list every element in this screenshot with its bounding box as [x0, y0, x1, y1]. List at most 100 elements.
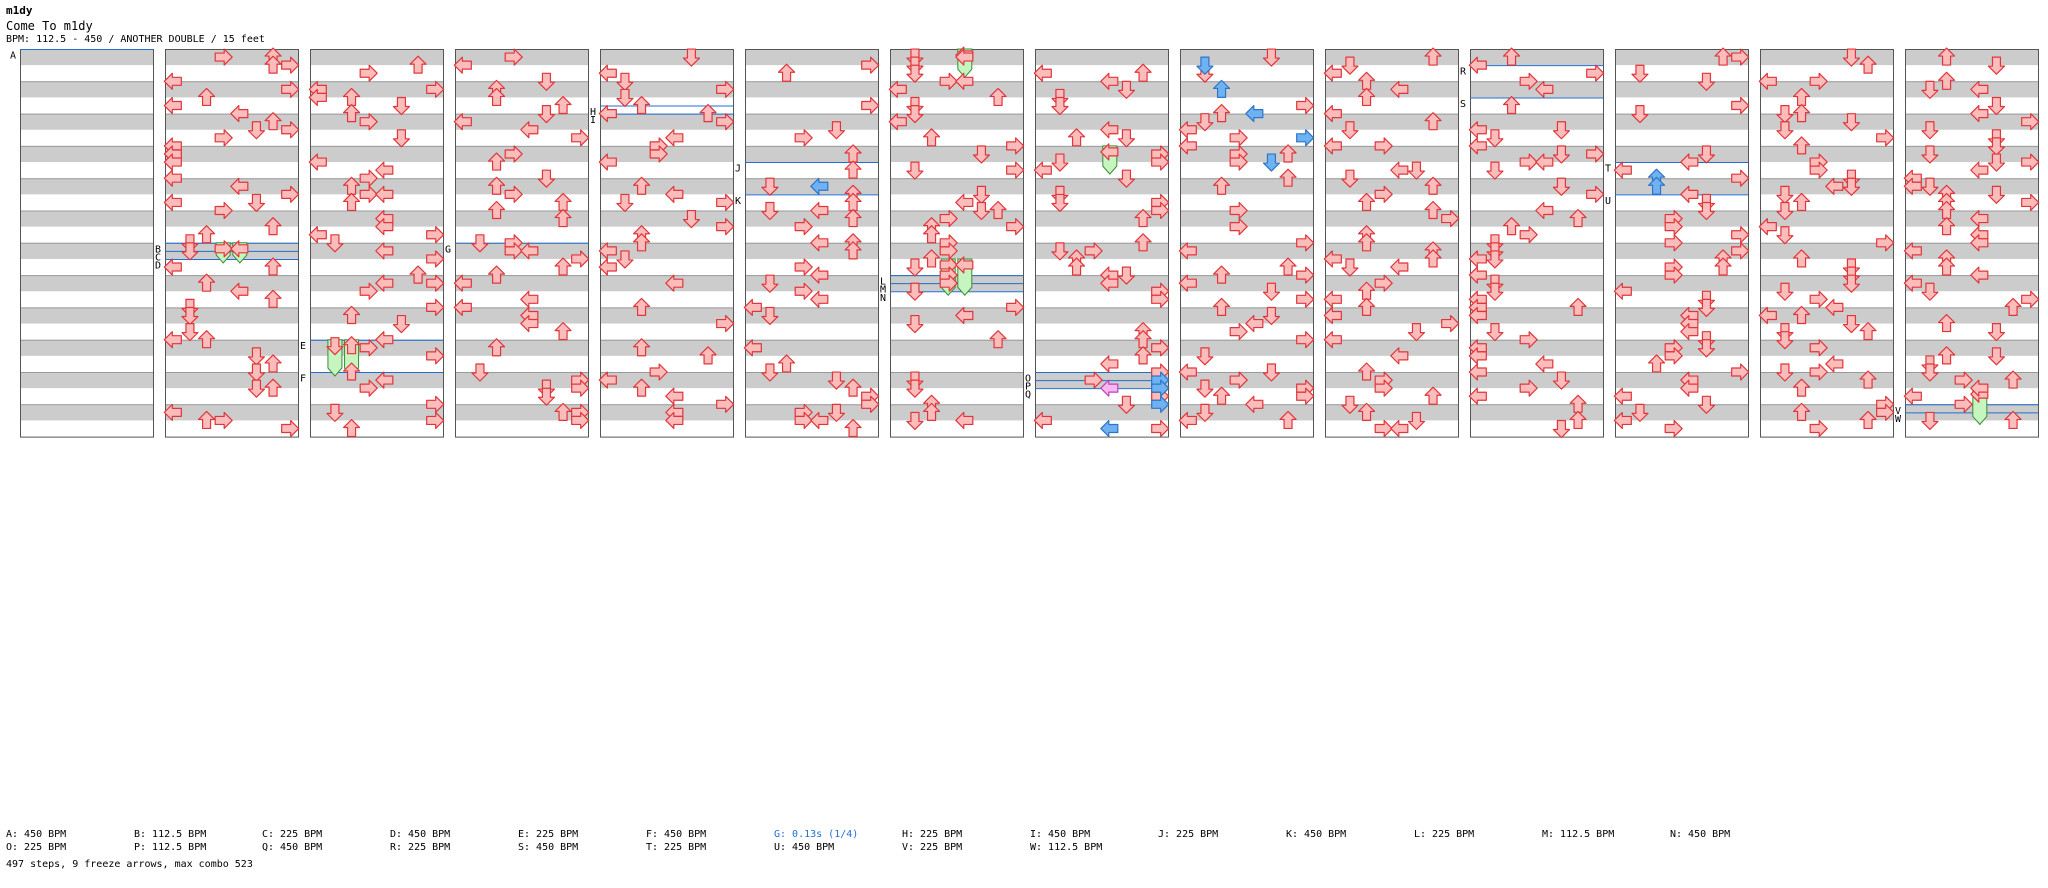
step-arrow: [1842, 48, 1861, 67]
shock-arrow: [1262, 153, 1281, 172]
step-arrow: [1859, 322, 1877, 341]
step-arrow: [1357, 192, 1376, 212]
step-arrow: [861, 395, 880, 413]
measure-stripe: [600, 372, 733, 389]
step-arrow: [1357, 402, 1376, 421]
measure-stripe: [165, 372, 298, 389]
chart-column: [600, 49, 734, 438]
step-arrow: [682, 209, 701, 229]
special-arrow: [1100, 379, 1119, 397]
step-arrow: [632, 378, 651, 397]
step-arrow: [409, 265, 427, 284]
step-arrow: [1051, 242, 1069, 261]
step-arrow: [392, 314, 411, 334]
chart-column: [1325, 49, 1459, 438]
step-arrow: [326, 234, 344, 253]
step-arrow: [342, 305, 361, 325]
measure-stripe: [165, 145, 298, 163]
step-arrow: [777, 354, 796, 373]
step-arrow: [989, 200, 1007, 220]
step-arrow: [537, 169, 556, 188]
step-arrow: [1519, 72, 1538, 90]
step-arrow: [598, 104, 617, 123]
measure-stripe: [745, 275, 878, 292]
measure-stripe: [20, 145, 153, 163]
step-arrow: [632, 95, 651, 115]
measure-stripe: [1035, 404, 1168, 421]
step-arrow: [1680, 323, 1699, 341]
legend-entry: A: 450 BPM: [6, 829, 67, 840]
step-arrow: [1296, 331, 1315, 349]
step-arrow: [1374, 274, 1393, 292]
step-arrow: [1468, 250, 1487, 268]
step-arrow: [308, 226, 327, 244]
measure-stripe: [600, 242, 733, 259]
measure-stripe: [1615, 49, 1748, 66]
step-arrow: [1903, 387, 1922, 405]
measure-stripe: [1905, 307, 2038, 324]
step-arrow: [230, 177, 249, 195]
step-arrow: [1758, 72, 1777, 90]
step-arrow: [1468, 306, 1487, 325]
step-arrow: [1196, 113, 1214, 132]
step-arrow: [861, 56, 880, 74]
step-arrow: [844, 208, 862, 228]
step-arrow: [1178, 242, 1197, 260]
step-arrow: [1876, 234, 1895, 252]
marker-label: S: [1460, 99, 1466, 110]
step-arrow: [616, 72, 634, 91]
step-arrow: [1714, 257, 1732, 276]
shock-arrow: [1245, 104, 1264, 123]
step-arrow: [1296, 290, 1315, 308]
step-arrow: [1502, 217, 1521, 236]
step-arrow: [1229, 201, 1248, 220]
step-arrow: [649, 363, 668, 381]
step-arrow: [1535, 201, 1554, 220]
measure-stripe: [600, 49, 733, 66]
step-arrow: [1468, 347, 1487, 365]
marker-label: B: [155, 244, 161, 255]
step-arrow: [1987, 153, 2006, 172]
step-arrow: [1552, 177, 1571, 196]
step-arrow: [1697, 145, 1716, 164]
step-arrow: [1117, 395, 1136, 414]
step-arrow: [972, 201, 991, 221]
step-arrow: [1390, 258, 1409, 276]
step-arrow: [1262, 306, 1281, 326]
step-arrow: [375, 274, 394, 292]
step-arrow: [214, 129, 233, 147]
step-arrow: [1357, 87, 1376, 107]
step-arrow: [1921, 177, 1939, 196]
step-arrow: [163, 258, 182, 276]
step-arrow: [504, 185, 523, 203]
step-arrow: [827, 371, 846, 390]
step-arrow: [520, 314, 539, 333]
legend-entry: G: 0.13s (1/4): [774, 829, 859, 840]
step-arrow: [598, 258, 617, 276]
step-arrow: [1937, 217, 1956, 236]
step-arrow: [1486, 282, 1504, 301]
chart-column: [745, 49, 879, 438]
step-arrow: [375, 242, 394, 260]
shock-arrow: [1196, 56, 1214, 75]
step-arrow: [375, 371, 394, 389]
step-arrow: [1084, 242, 1103, 260]
step-arrow: [2021, 290, 2040, 308]
step-arrow: [1134, 63, 1152, 82]
step-arrow: [716, 314, 735, 333]
step-arrow: [163, 96, 182, 115]
shock-arrow: [1151, 379, 1170, 397]
step-arrow: [1323, 290, 1342, 308]
step-arrow: [810, 411, 829, 430]
legend-entry: K: 450 BPM: [1286, 829, 1347, 840]
measure-stripe: [1760, 275, 1893, 292]
step-arrow: [861, 96, 880, 115]
step-arrow: [1006, 137, 1025, 155]
measure-stripe: [1325, 113, 1458, 130]
step-arrow: [1279, 144, 1297, 163]
step-arrow: [1921, 282, 1939, 301]
measure-stripe: [1180, 210, 1313, 227]
measure-stripe: [1905, 242, 2038, 259]
step-arrow: [359, 169, 378, 187]
step-arrow: [1341, 121, 1359, 140]
